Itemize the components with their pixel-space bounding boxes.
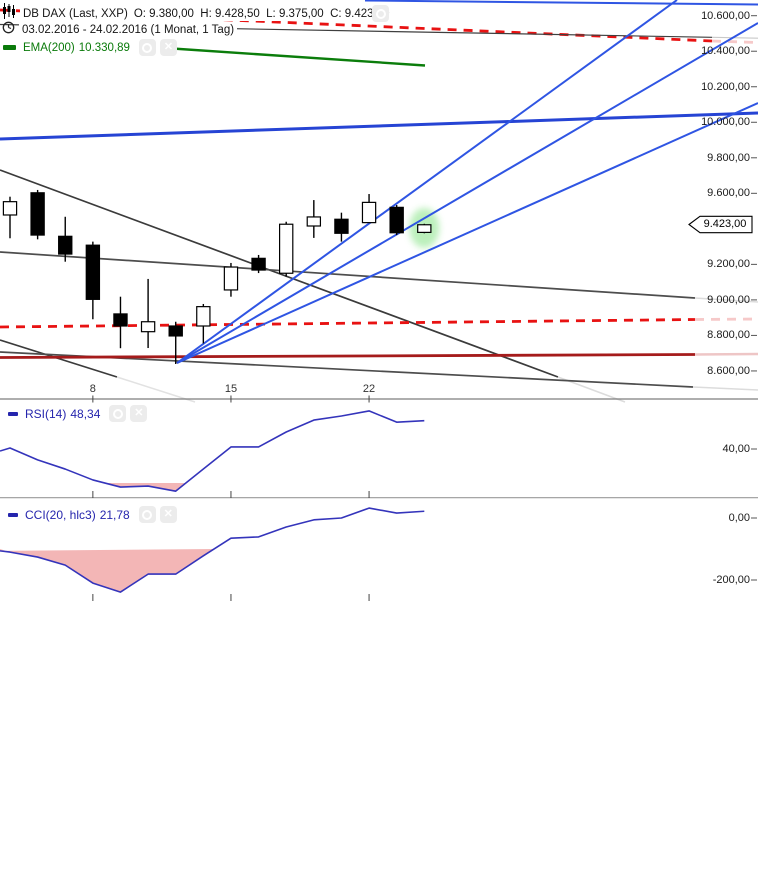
candle-19.02: [334, 218, 349, 234]
red-dashed-mid: [0, 318, 696, 329]
downtrend-gentle: [0, 251, 696, 299]
candle-15.02: [223, 266, 239, 291]
cci-axis-label: -200,00: [712, 574, 750, 586]
candle-03.02: [2, 201, 18, 216]
ema-line: [164, 46, 426, 67]
candle-10.02: [140, 321, 156, 333]
price-axis-label: 10.600,00: [701, 9, 750, 22]
circle-icon: [375, 8, 386, 19]
cci-legend-row: CCI(20, hlc3) 21,78 ✕: [8, 506, 177, 523]
ema-legend-row: EMA(200) 10.330,89 ✕: [3, 39, 177, 56]
rsi-settings-button[interactable]: [109, 405, 127, 422]
cci-axis-label: 0,00: [728, 512, 750, 524]
rsi-label: RSI(14): [22, 405, 70, 422]
series-ohlc-values: O: 9.380,00 H: 9.428,50 L: 9.375,00 C: 9…: [130, 6, 393, 21]
candle-22.02: [361, 201, 377, 224]
price-axis-label: 9.600,00: [707, 187, 750, 200]
rsi-axis-label: 40,00: [722, 443, 750, 455]
rsi-line-swatch-icon: [8, 411, 18, 416]
rsi-value: 48,34: [67, 405, 104, 422]
cci-oversold-fill: [0, 549, 215, 593]
clock-icon: [2, 21, 15, 39]
ema-settings-button[interactable]: [138, 39, 156, 56]
support-gentle-ext: [692, 386, 758, 391]
support-darkred-ext: [694, 352, 758, 356]
candle-12.02: [196, 306, 211, 327]
close-icon: ✕: [134, 407, 144, 419]
top-blue-resistance: [364, 0, 758, 6]
date-range-label: 03.02.2016 - 24.02.2016 (1 Monat, 1 Tag): [19, 23, 238, 37]
cci-settings-button[interactable]: [138, 506, 156, 523]
price-axis-label: 10.000,00: [701, 116, 750, 129]
candle-16.02: [251, 257, 266, 271]
candle-08.02: [85, 244, 101, 300]
price-axis-label: 10.400,00: [701, 45, 750, 58]
cci-line-swatch-icon: [8, 512, 18, 517]
cci-line: [0, 507, 425, 593]
x-axis-label: 15: [224, 383, 238, 395]
price-axis-label: 9.800,00: [707, 151, 750, 164]
support-darkred: [0, 353, 696, 359]
candle-09.02: [113, 313, 128, 327]
ema-line-swatch-icon: [3, 45, 16, 50]
candle-18.02: [306, 216, 322, 227]
circle-icon: [142, 42, 153, 53]
close-icon: ✕: [163, 41, 174, 53]
cci-label: CCI(20, hlc3): [22, 506, 99, 523]
rsi-oversold-fill: [104, 483, 186, 492]
circle-icon: [142, 509, 153, 520]
ema-label: EMA(200): [20, 40, 78, 55]
fan-line-2: [176, 22, 758, 364]
price-axis-label: 9.000,00: [707, 293, 750, 306]
circle-icon: [112, 408, 123, 419]
x-axis-label: 22: [362, 383, 376, 395]
red-dashed-upper-ext: [711, 39, 758, 44]
price-axis-label: 8.600,00: [707, 364, 750, 377]
price-axis-label: 9.200,00: [707, 258, 750, 271]
red-dashed-mid-ext: [694, 317, 758, 321]
fan-line-1: [176, 0, 678, 364]
downtrend-gentle-ext: [694, 297, 758, 303]
candle-23.02: [389, 206, 404, 234]
short-steep-lower-left-ext: [116, 376, 196, 403]
x-axis-label: 8: [89, 383, 96, 395]
cci-value: 21,78: [96, 506, 133, 523]
thin-black-top-ext: [711, 36, 758, 39]
last-price-badge-shape: [688, 215, 753, 234]
downtrend-steep: [0, 169, 559, 378]
cci-remove-button[interactable]: ✕: [159, 506, 177, 523]
fan-line-3: [176, 102, 758, 364]
candle-04.02: [30, 192, 45, 236]
candlestick-icon: [2, 3, 16, 24]
ema-remove-button[interactable]: ✕: [159, 39, 177, 56]
series-settings-button[interactable]: [372, 5, 389, 22]
candle-24.02: [417, 224, 432, 233]
last-price-badge: 9.423,00: [703, 218, 747, 230]
rsi-legend-row: RSI(14) 48,34 ✕: [8, 405, 148, 422]
close-icon: ✕: [163, 508, 173, 520]
candle-17.02: [279, 223, 294, 274]
range-legend-row: 03.02.2016 - 24.02.2016 (1 Monat, 1 Tag): [2, 21, 238, 39]
candle-05.02: [58, 235, 73, 255]
price-axis-label: 10.200,00: [701, 80, 750, 93]
rsi-line: [0, 410, 425, 492]
ema-value: 10.330,89: [75, 40, 133, 55]
blue-horizontal-thick: [0, 111, 758, 141]
series-legend-row: DB DAX (Last, XXP) O: 9.380,00 H: 9.428,…: [2, 3, 393, 24]
candle-11.02: [168, 325, 183, 337]
series-title: DB DAX (Last, XXP): [20, 6, 131, 21]
price-axis-label: 8.800,00: [707, 329, 750, 342]
rsi-remove-button[interactable]: ✕: [130, 405, 148, 422]
